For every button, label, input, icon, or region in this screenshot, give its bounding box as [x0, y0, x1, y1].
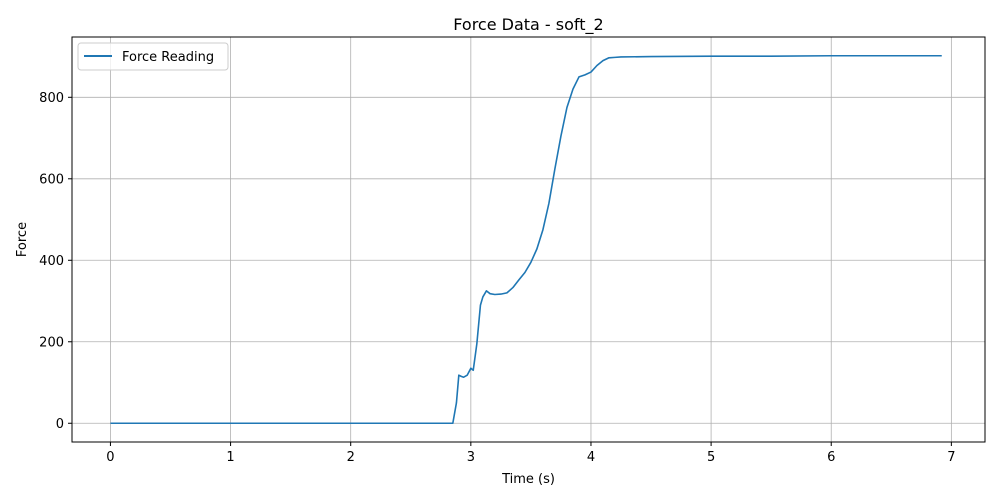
x-tick-label: 4 [587, 450, 595, 465]
legend-label-force-reading: Force Reading [122, 50, 214, 65]
x-tick-label: 7 [947, 450, 955, 465]
legend: Force Reading [77, 42, 229, 71]
plot-frame [71, 36, 986, 443]
x-tick-label: 2 [347, 450, 355, 465]
x-tick-label: 5 [707, 450, 715, 465]
legend-box [77, 42, 229, 71]
x-tick-label: 3 [467, 450, 475, 465]
grid [72, 37, 985, 442]
y-tick-label: 400 [39, 254, 64, 269]
x-tick-label: 6 [827, 450, 835, 465]
x-axis-label: Time (s) [501, 472, 555, 487]
y-axis-label: Force [15, 222, 30, 257]
x-tick-label: 1 [226, 450, 234, 465]
series-layer [110, 54, 942, 425]
y-tick-label: 800 [39, 91, 64, 106]
y-tick-label: 0 [56, 417, 64, 432]
y-tick-label: 200 [39, 335, 64, 350]
series-line-force-reading [110, 54, 942, 425]
x-tick-label: 0 [106, 450, 114, 465]
chart-title: Force Data - soft_2 [453, 15, 603, 35]
y-tick-label: 600 [39, 172, 64, 187]
ticks: 0 1 2 3 4 5 6 7 0 200 400 600 800 [39, 91, 955, 465]
